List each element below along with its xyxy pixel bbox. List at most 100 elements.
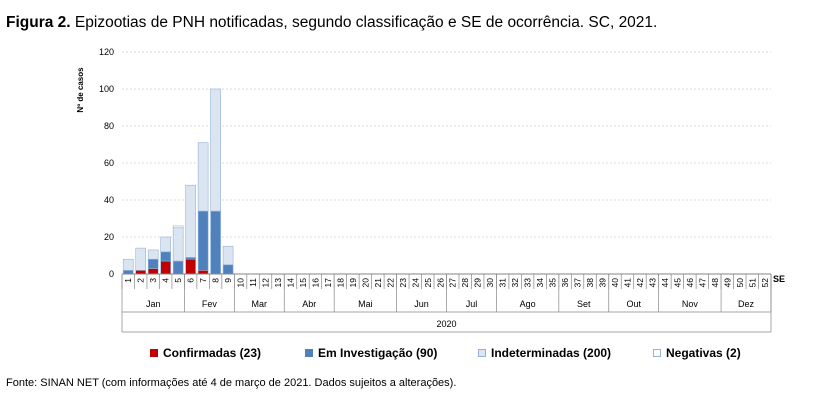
x-tick-label: 46 [685,278,695,288]
legend-item-negativas: Negativas (2) [653,346,741,360]
x-tick-label: 40 [610,278,620,288]
legend-label-confirmadas: Confirmadas (23) [163,346,262,360]
x-tick-label: 17 [323,278,333,288]
legend-item-confirmadas: Confirmadas (23) [150,346,261,360]
y-axis-title: Nº de casos [76,67,85,113]
x-tick-label: 33 [523,278,533,288]
bar-segment-investigacao [122,269,134,275]
x-tick-label: 19 [348,278,358,288]
y-tick-label: 80 [104,121,114,131]
x-axis-title: SE [773,274,785,284]
x-tick-label: 32 [510,278,520,288]
legend-swatch-investigacao [305,349,313,357]
x-tick-label: 9 [223,278,233,283]
x-tick-label: 23 [398,278,408,288]
bar-segment-indeterminadas [122,258,134,271]
x-tick-label: 21 [373,278,383,288]
x-tick-label: 34 [535,278,545,288]
x-tick-label: 45 [672,278,682,288]
x-tick-label: 50 [735,278,745,288]
x-tick-label: 15 [298,278,308,288]
bar-segment-indeterminadas [222,245,234,266]
x-tick-label: 18 [335,278,345,288]
bar-segment-investigacao [160,251,171,262]
bar-segment-indeterminadas [160,236,171,253]
x-tick-label: 35 [548,278,558,288]
bar-segment-indeterminadas [185,184,196,258]
month-label: Jan [146,299,161,309]
x-tick-label: 3 [148,278,158,283]
legend-label-investigacao: Em Investigação (90) [318,346,438,360]
y-tick-label: 0 [109,269,114,279]
month-label: Out [626,299,641,309]
year-label: 2020 [436,319,456,329]
legend-swatch-negativas [653,349,661,357]
x-tick-label: 28 [460,278,470,288]
bar-segment-indeterminadas [210,88,221,212]
x-tick-label: 8 [211,278,221,283]
y-tick-label: 100 [99,84,114,94]
y-tick-label: 40 [104,195,114,205]
x-tick-label: 11 [248,278,258,287]
month-label: Set [577,299,591,309]
x-tick-label: 44 [660,278,670,288]
x-tick-label: 2 [136,278,146,283]
y-tick-label: 60 [104,158,114,168]
x-tick-label: 25 [423,278,433,288]
month-label: Dez [738,299,755,309]
bar-segment-confirmadas [160,260,171,275]
bar-segment-indeterminadas [172,227,184,262]
x-tick-label: 20 [360,278,370,288]
bar-segment-investigacao [172,260,184,275]
bar-segment-indeterminadas [147,249,159,260]
month-label: Ago [520,299,536,309]
legend-item-indeterminadas: Indeterminadas (200) [478,346,611,360]
legend-label-negativas: Negativas (2) [666,346,741,360]
month-label: Mar [252,299,268,309]
x-tick-label: 47 [697,278,707,288]
y-tick-label: 20 [104,232,114,242]
bar-segment-investigacao [197,210,209,271]
legend-label-indeterminadas: Indeterminadas (200) [491,346,612,360]
x-tick-label: 10 [236,278,246,288]
figure-title: Figura 2. Epizootias de PNH notificadas,… [6,14,657,32]
bar-segment-indeterminadas [197,142,209,212]
x-tick-label: 1 [123,278,133,283]
month-label: Fev [202,299,218,309]
month-label: Abr [302,299,316,309]
month-label: Nov [682,299,699,309]
x-tick-label: 16 [310,278,320,288]
y-tick-label: 120 [99,47,114,57]
bar-segment-investigacao [210,210,221,275]
bar-segment-investigacao [147,258,159,269]
x-tick-label: 22 [385,278,395,288]
bar-segment-negativas [172,225,184,229]
month-label: Jul [466,299,478,309]
figure-title-text: Epizootias de PNH notificadas, segundo c… [70,14,658,31]
x-tick-label: 27 [448,278,458,288]
x-tick-label: 36 [560,278,570,288]
legend-swatch-indeterminadas [478,349,486,357]
bar-segment-confirmadas [197,269,209,275]
x-tick-label: 37 [573,278,583,288]
legend-item-investigacao: Em Investigação (90) [305,346,437,360]
x-tick-label: 4 [161,278,171,283]
x-tick-label: 26 [435,278,445,288]
x-tick-label: 38 [585,278,595,288]
x-tick-label: 41 [622,278,632,288]
x-tick-label: 14 [285,278,295,288]
x-tick-label: 48 [710,278,720,288]
x-tick-label: 31 [498,278,508,288]
x-tick-label: 13 [273,278,283,288]
x-tick-label: 52 [760,278,770,288]
x-tick-label: 24 [410,278,420,288]
x-tick-label: 29 [473,278,483,288]
x-tick-label: 5 [173,278,183,283]
bar-segment-investigacao [222,264,234,275]
figure-title-prefix: Figura 2. [6,14,71,31]
legend-swatch-confirmadas [150,349,158,357]
x-tick-label: 12 [261,278,271,288]
x-tick-label: 6 [186,278,196,283]
x-tick-label: 7 [198,278,208,283]
